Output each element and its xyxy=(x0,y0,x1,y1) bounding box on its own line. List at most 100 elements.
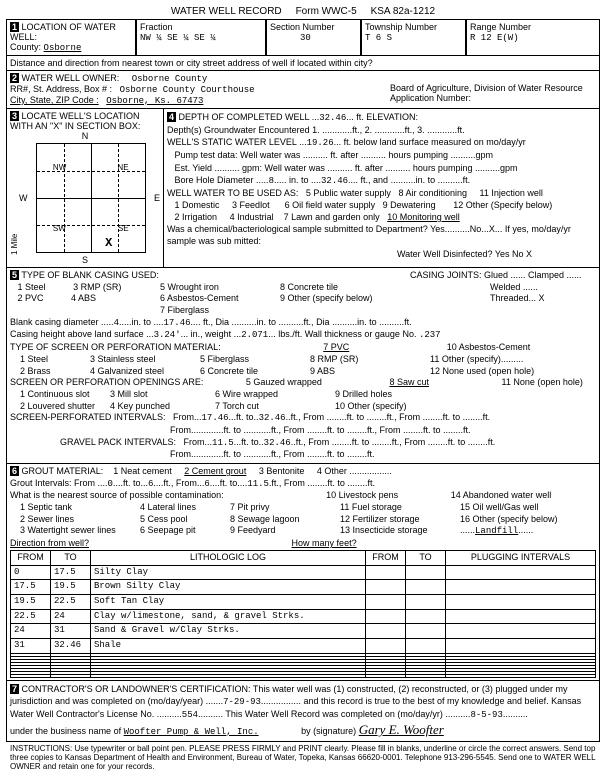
u12: 12 Other (Specify below) xyxy=(453,200,552,210)
signature: Gary E. Woofter xyxy=(359,722,444,737)
fraction-label: Fraction xyxy=(140,22,173,32)
p6: 6 Seepage pit xyxy=(140,525,196,535)
p16v: Landfill xyxy=(475,526,518,536)
board-text: Board of Agriculture, Division of Water … xyxy=(390,83,583,93)
o2: 2 Louvered shutter xyxy=(20,401,95,411)
c5: 5 Wrought iron xyxy=(160,282,219,292)
sec5-num: 5 xyxy=(10,270,19,280)
sec5-heading: TYPE OF BLANK CASING USED: xyxy=(21,270,159,280)
sec3-num: 3 xyxy=(10,111,19,121)
s9: 9 ABS xyxy=(310,366,335,376)
section-6: 6 GROUT MATERIAL: 1 Neat cement 2 Cement… xyxy=(6,464,600,681)
u7: 7 Lawn and garden only xyxy=(284,212,380,222)
th-to: TO xyxy=(51,550,91,565)
g3: 3 Bentonite xyxy=(259,466,305,476)
east-label: E xyxy=(154,193,160,203)
p4: 4 Lateral lines xyxy=(140,502,196,512)
u5: 5 Public water supply xyxy=(306,188,391,198)
p12: 12 Fertilizer storage xyxy=(340,514,420,524)
threaded: Threaded... X xyxy=(410,293,545,303)
s11: 11 Other (specify)......... xyxy=(430,354,523,364)
sp-to: 32.46 xyxy=(259,413,286,423)
use-label: WELL WATER TO BE USED AS: xyxy=(167,188,298,198)
form-number: Form WWC-5 xyxy=(296,6,357,17)
pump-line: Pump test data: Well water was .........… xyxy=(175,150,493,160)
c1: 1 Steel xyxy=(18,282,46,292)
hgt-label: Casing height above land surface xyxy=(10,329,144,339)
bh2: 32.46 xyxy=(321,176,348,186)
section-7: 7 CONTRACTOR'S OR LANDOWNER'S CERTIFICAT… xyxy=(6,681,600,742)
depth-value: 32.46 xyxy=(319,113,346,123)
th-from: FROM xyxy=(11,550,51,565)
north-label: N xyxy=(10,131,160,141)
bh-rest: ft., and ..........in. to ..........ft. xyxy=(361,175,471,185)
gp-label: GRAVEL PACK INTERVALS: xyxy=(10,437,176,447)
p16: 16 Other (specify below) xyxy=(460,514,558,524)
sp-label: SCREEN-PERFORATED INTERVALS: xyxy=(10,412,166,422)
u9: 9 Dewatering xyxy=(383,200,436,210)
p10: 10 Livestock pens xyxy=(226,490,398,500)
contam-label: What is the nearest source of possible c… xyxy=(10,490,224,500)
gi2-f: 6 xyxy=(204,479,209,489)
section-2: 2 WATER WELL OWNER: Osborne County RR#, … xyxy=(6,71,600,109)
s1: 1 Steel xyxy=(20,354,48,364)
s3: 3 Stainless steel xyxy=(90,354,156,364)
u4: 4 Industrial xyxy=(230,212,274,222)
static-rest: ft. below land surface measured on mo/da… xyxy=(344,137,526,147)
th-lith: LITHOLOGIC LOG xyxy=(91,550,366,565)
o7: 7 Torch cut xyxy=(215,401,259,411)
water-well-record-form: WATER WELL RECORD Form WWC-5 KSA 82a-121… xyxy=(0,0,606,779)
p15: 15 Oil well/Gas well xyxy=(460,502,539,512)
table-row: 2431Sand & Gravel w/Clay Strks. xyxy=(11,624,596,639)
s5: 5 Fiberglass xyxy=(200,354,249,364)
nw-lbl: NW xyxy=(53,163,66,172)
sw-lbl: SW xyxy=(53,224,66,233)
p13: 13 Insecticide storage xyxy=(340,525,428,535)
o11: 11 None (open hole) xyxy=(432,377,583,387)
sec4-num: 4 xyxy=(167,112,176,122)
owner-value: Osborne County xyxy=(132,74,208,84)
wt-value: 2.071 xyxy=(241,330,268,340)
p2: 2 Sewer lines xyxy=(20,514,74,524)
static-value: 19.26 xyxy=(307,138,334,148)
sec1-heading: LOCATION OF WATER WELL: xyxy=(10,22,116,42)
date2: 8-5-93 xyxy=(470,710,502,720)
th-plug: PLUGGING INTERVALS xyxy=(446,550,596,565)
table-row xyxy=(11,674,596,677)
g1: 1 Neat cement xyxy=(113,466,172,476)
table-row: 017.5Silty Clay xyxy=(11,565,596,580)
c9: 9 Other (specify below) xyxy=(280,293,373,303)
c4: 4 ABS xyxy=(71,293,96,303)
section-label: Section Number xyxy=(270,22,335,32)
c8: 8 Concrete tile xyxy=(280,282,338,292)
range-value: R 12 E(W) xyxy=(470,33,519,43)
mile-label: 1 Mile xyxy=(10,141,19,255)
bh1: 8 xyxy=(269,176,274,186)
table-row: 22.524Clay w/limestone, sand, & gravel S… xyxy=(11,609,596,624)
table-row: 19.522.5Soft Tan Clay xyxy=(11,594,596,609)
addr-value: Osborne County Courthouse xyxy=(120,85,255,95)
sec4-heading: DEPTH OF COMPLETED WELL xyxy=(179,112,310,122)
wt-label: in., weight xyxy=(191,329,232,339)
city-label: City, State, ZIP Code : xyxy=(10,95,99,105)
date1: 7-29-93 xyxy=(223,697,261,707)
bh-into: in. to xyxy=(289,175,309,185)
addr-label: RR#, St. Address, Box # : xyxy=(10,84,112,94)
c3: 3 RMP (SR) xyxy=(73,282,121,292)
sec6-heading: GROUT MATERIAL: xyxy=(22,466,104,476)
s12: 12 None used (open hole) xyxy=(430,366,534,376)
west-label: W xyxy=(19,193,28,203)
s8: 8 RMP (SR) xyxy=(310,354,358,364)
section-5: 5 TYPE OF BLANK CASING USED: 1 Steel 3 R… xyxy=(6,268,600,464)
section-1: 1 LOCATION OF WATER WELL: County: Osborn… xyxy=(6,19,600,56)
u10: 10 Monitoring well xyxy=(387,212,460,222)
appno-label: Application Number: xyxy=(390,93,471,103)
gw-line: Depth(s) Groundwater Encountered 1. ....… xyxy=(167,125,465,135)
th-to2: TO xyxy=(406,550,446,565)
joints: CASING JOINTS: Glued ...... Clamped ....… xyxy=(410,270,582,280)
o8: 8 Saw cut xyxy=(324,377,429,387)
yield-line: Est. Yield .......... gpm: Well water wa… xyxy=(175,163,518,173)
disinf-line: Water Well Disinfected? Yes No X xyxy=(167,249,532,259)
sec3-heading: LOCATE WELL'S LOCATION WITH AN "X" IN SE… xyxy=(10,111,140,131)
hgt-value: 3.24' xyxy=(154,330,181,340)
